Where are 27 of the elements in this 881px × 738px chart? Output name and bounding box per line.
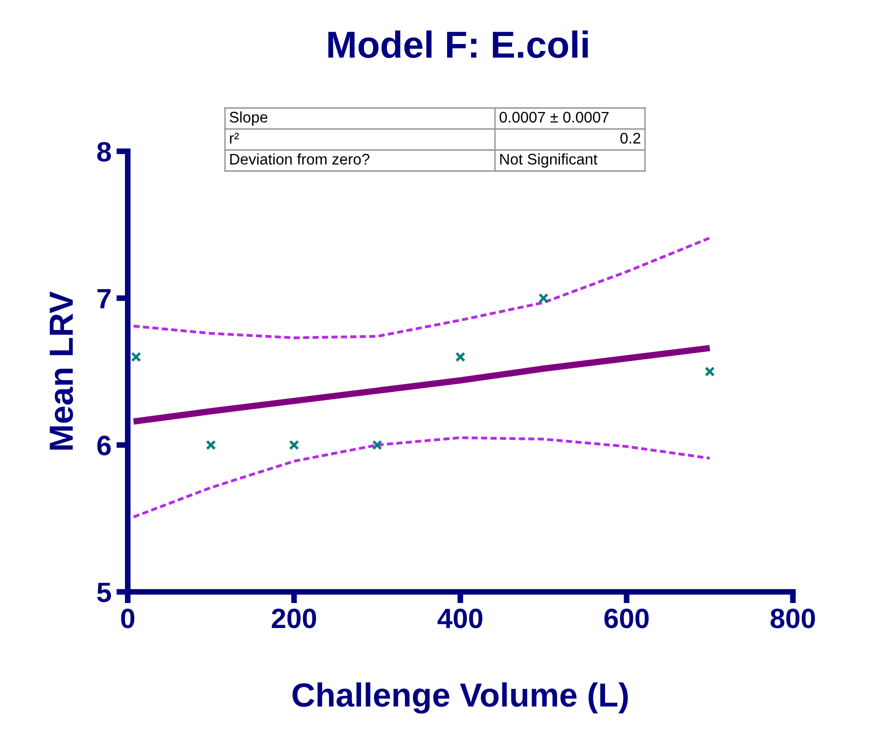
- x-tick-label: 600: [604, 608, 649, 628]
- text: r²: [230, 132, 239, 144]
- line-series: [132, 436, 712, 518]
- y-tick-label: 5: [97, 582, 111, 602]
- y-axis-title: Mean LRV: [50, 292, 74, 450]
- point: [372, 440, 382, 450]
- y-tick-label: 7: [98, 289, 111, 308]
- text: 0.2: [620, 132, 640, 144]
- line-series: [132, 236, 712, 340]
- point: [206, 440, 216, 450]
- y-tick-label: 6: [97, 436, 111, 456]
- x-axis-title: Challenge Volume (L): [292, 682, 628, 714]
- chart-title: Model F: E.coli: [328, 30, 588, 58]
- point: [455, 352, 466, 362]
- point: [288, 440, 300, 450]
- text: 0.0007 ± 0.0007: [500, 112, 609, 123]
- x-tick-label: 800: [770, 608, 815, 628]
- x-tick-label: 400: [438, 608, 482, 628]
- annotation: Not Significant: [500, 153, 598, 168]
- x-tick-label: 0: [121, 608, 134, 628]
- text: Slope: [230, 111, 268, 126]
- point: [131, 352, 142, 362]
- point: [538, 293, 549, 304]
- y-tick-label: 8: [97, 142, 111, 162]
- point: [704, 366, 715, 377]
- annotation: Deviation from zero?: [230, 153, 370, 165]
- x-tick-label: 200: [272, 608, 316, 628]
